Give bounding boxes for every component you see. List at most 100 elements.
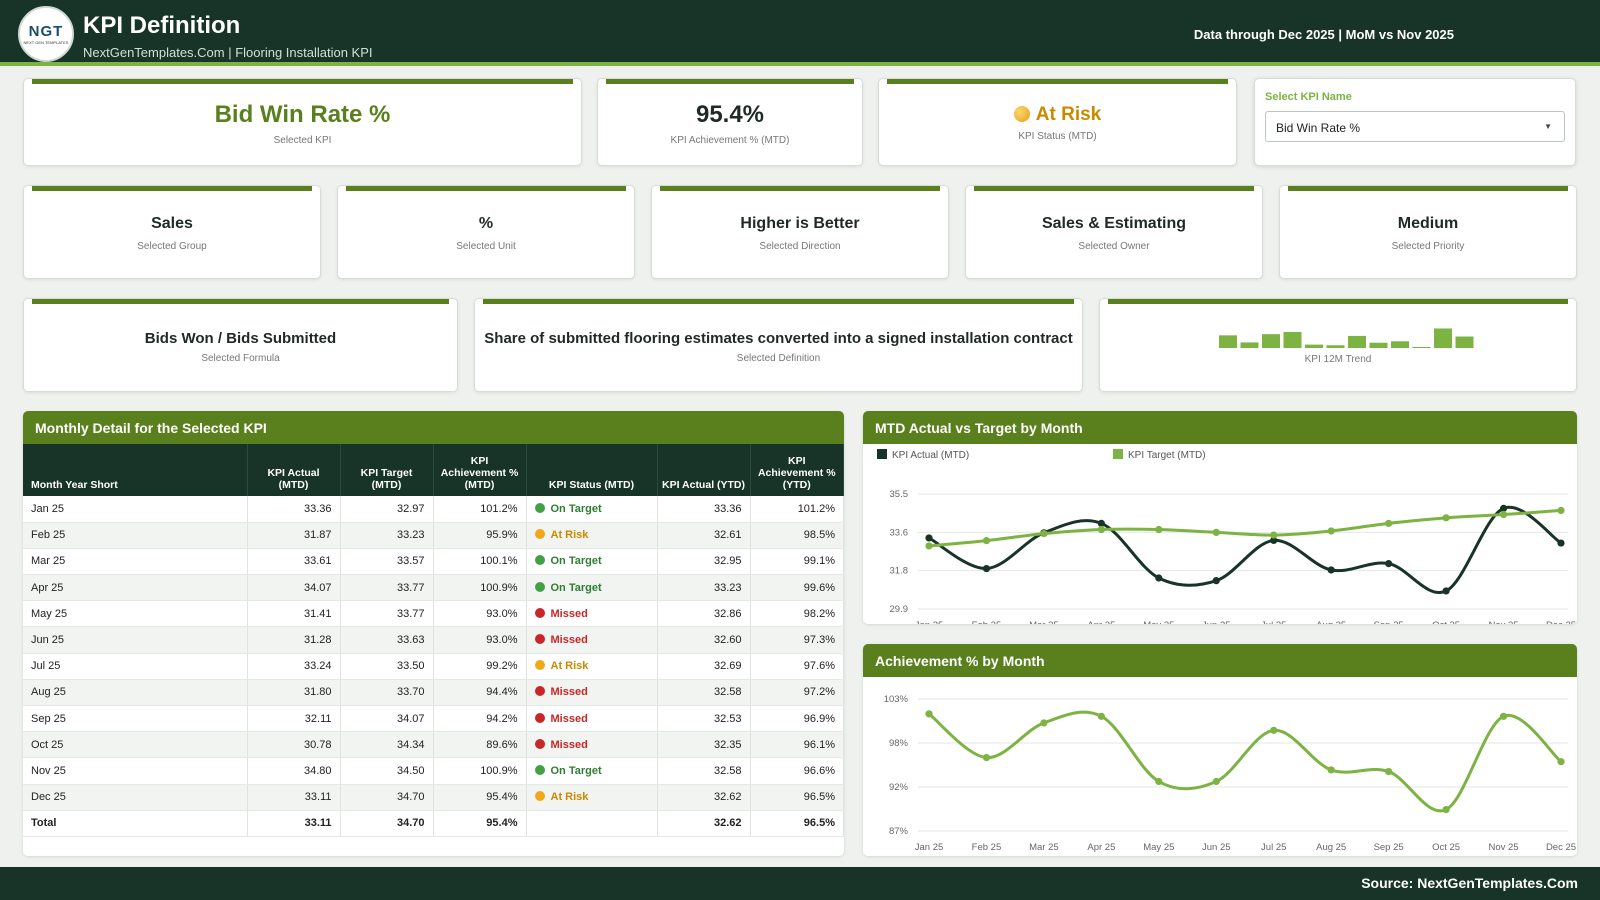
data-point — [1155, 777, 1163, 786]
data-point — [1557, 539, 1565, 547]
table-cell: 33.23 — [657, 574, 751, 602]
legend-actual: KPI Actual (MTD) — [877, 449, 969, 461]
x-tick-label: Apr 25 — [1087, 842, 1115, 853]
table-cell: 34.80 — [247, 757, 341, 785]
formula-label: Selected Formula — [201, 353, 280, 364]
status-dot-icon — [534, 712, 545, 723]
status-card: At Risk KPI Status (MTD) — [878, 78, 1237, 166]
card-accent-bar — [974, 186, 1254, 191]
status-text: Missed — [550, 607, 588, 620]
monthly-detail-table: Month Year Short KPI Actual (MTD) KPI Ta… — [23, 444, 844, 837]
table-cell: 32.69 — [657, 653, 751, 680]
table-cell: 96.5% — [750, 784, 844, 811]
group-card: Sales Selected Group — [23, 185, 321, 279]
status-text: Missed — [550, 634, 588, 647]
column-header: KPI Achievement % (YTD) — [750, 444, 844, 496]
x-tick-label: Feb 25 — [972, 842, 1002, 853]
table-cell: On Target — [526, 757, 658, 785]
table-cell: 30.78 — [247, 731, 341, 759]
x-tick-label: May 25 — [1143, 842, 1174, 853]
table-cell: 32.35 — [657, 731, 751, 759]
table-cell: 97.2% — [750, 679, 844, 707]
table-cell: Total — [23, 810, 248, 837]
table-cell: At Risk — [526, 653, 658, 680]
x-tick-label: Sep 25 — [1374, 620, 1404, 624]
table-cell: 33.11 — [247, 784, 341, 811]
table-cell: Feb 25 — [23, 522, 248, 549]
x-tick-label: Dec 25 — [1546, 842, 1576, 853]
column-header: KPI Actual (MTD) — [247, 444, 341, 496]
achievement-panel: Achievement % by Month 103% 98% 92% 87% Jan … — [863, 644, 1577, 856]
data-point — [1499, 504, 1508, 512]
table-cell: 101.2% — [750, 496, 844, 523]
data-point — [982, 564, 991, 573]
footer-bar: Source: NextGenTemplates.Com — [0, 867, 1600, 900]
y-tick-label: 98% — [889, 738, 909, 749]
table-cell: 96.9% — [750, 705, 844, 733]
y-tick-label: 33.6 — [890, 527, 909, 538]
card-accent-bar — [887, 79, 1228, 84]
table-cell: 100.9% — [433, 757, 527, 785]
table-cell: 96.6% — [750, 757, 844, 785]
card-accent-bar — [606, 79, 854, 84]
data-point — [1385, 519, 1393, 527]
formula-card: Bids Won / Bids Submitted Selected Formu… — [23, 298, 458, 392]
data-point — [1557, 506, 1565, 515]
table-row: Apr 25 34.07 33.77 100.9% On Target 33.23 99.6… — [23, 574, 844, 602]
status-dot-icon — [534, 660, 545, 671]
trend-bar — [1305, 344, 1323, 348]
kpi-selector-card: Select KPI Name Bid Win Rate % ▼ — [1254, 78, 1576, 166]
trend-bar — [1369, 342, 1388, 348]
selected-kpi-label: Selected KPI — [273, 135, 332, 146]
definition-card: Share of submitted flooring estimates co… — [474, 298, 1083, 392]
column-header: KPI Target (MTD) — [340, 444, 434, 496]
table-cell: Missed — [526, 731, 658, 759]
data-point — [1499, 712, 1508, 720]
table-cell: On Target — [526, 548, 658, 576]
at-risk-status-icon — [1013, 106, 1030, 122]
kpi-name-dropdown[interactable]: Bid Win Rate % ▼ — [1265, 111, 1565, 142]
table-cell: 34.50 — [340, 757, 434, 785]
data-point — [982, 753, 991, 762]
page-subtitle: NextGenTemplates.Com | Flooring Installa… — [83, 45, 373, 60]
table-cell: Dec 25 — [23, 784, 248, 811]
table-cell: 33.57 — [340, 548, 434, 576]
table-cell: 89.6% — [433, 731, 527, 759]
table-cell: 34.07 — [340, 705, 434, 733]
owner-label: Selected Owner — [1078, 241, 1150, 252]
header-bar: NGT NEXT GEN TEMPLATES KPI Definition Ne… — [0, 0, 1600, 66]
trend-bar — [1348, 335, 1366, 348]
table-cell: Missed — [526, 679, 658, 707]
table-cell: 31.41 — [247, 600, 341, 628]
data-point — [1442, 587, 1450, 595]
logo-subtext: NEXT GEN TEMPLATES — [23, 40, 69, 45]
actual-vs-target-panel: MTD Actual vs Target by Month KPI Actual… — [863, 411, 1577, 624]
table-cell: 94.2% — [433, 705, 527, 733]
data-point — [1385, 768, 1393, 776]
selected-kpi-value: Bid Win Rate % — [214, 101, 391, 128]
x-tick-label: Jun 25 — [1202, 842, 1231, 853]
status-value: At Risk — [1035, 104, 1102, 125]
y-tick-label: 103% — [884, 694, 909, 705]
data-point — [1270, 531, 1278, 539]
table-cell: 33.50 — [340, 653, 434, 680]
table-cell: 99.1% — [750, 548, 844, 576]
table-cell: 32.86 — [657, 600, 751, 628]
status-dot-icon — [534, 607, 545, 618]
status-text: On Target — [550, 502, 602, 515]
data-point — [1557, 758, 1565, 766]
table-cell: At Risk — [526, 522, 658, 549]
table-cell: Mar 25 — [23, 548, 248, 576]
achievement-card: 95.4% KPI Achievement % (MTD) — [597, 78, 863, 166]
table-cell: 33.77 — [340, 600, 434, 628]
column-header: Month Year Short — [23, 444, 248, 496]
x-tick-label: Feb 25 — [972, 620, 1002, 624]
table-cell: Oct 25 — [23, 731, 248, 759]
card-accent-bar — [1108, 299, 1568, 304]
x-tick-label: Sep 25 — [1374, 842, 1404, 853]
status-text: On Target — [550, 764, 602, 777]
formula-value: Bids Won / Bids Submitted — [144, 330, 337, 347]
data-point — [1327, 566, 1335, 574]
trend-bar — [1434, 328, 1452, 348]
trend-bar — [1283, 331, 1302, 348]
